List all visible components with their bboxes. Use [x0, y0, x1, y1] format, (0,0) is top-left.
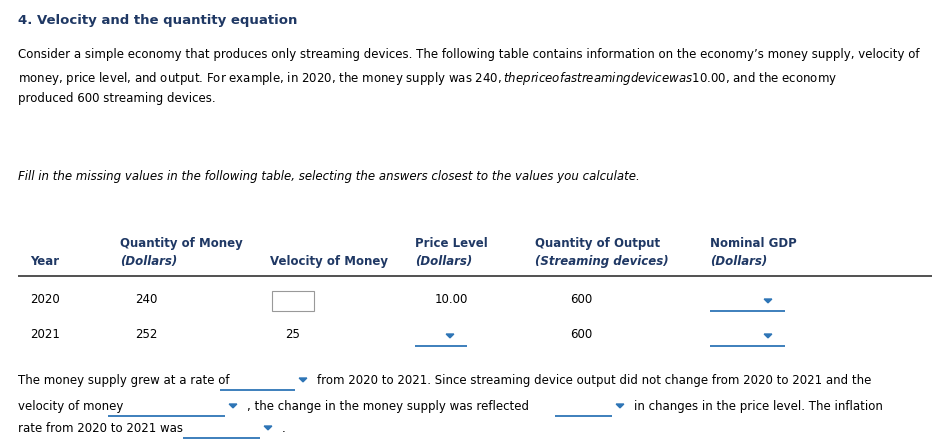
Text: 600: 600 [570, 293, 592, 306]
Text: velocity of money: velocity of money [18, 400, 124, 413]
Bar [272, 291, 314, 311]
Text: The money supply grew at a rate of: The money supply grew at a rate of [18, 374, 230, 387]
Text: 600: 600 [570, 328, 592, 341]
Polygon shape [264, 426, 272, 430]
Text: produced 600 streaming devices.: produced 600 streaming devices. [18, 92, 216, 105]
Text: 252: 252 [135, 328, 158, 341]
Text: Nominal GDP: Nominal GDP [710, 237, 797, 250]
Text: .: . [282, 422, 286, 435]
Text: Quantity of Money: Quantity of Money [120, 237, 243, 250]
Text: Fill in the missing values in the following table, selecting the answers closest: Fill in the missing values in the follow… [18, 170, 639, 183]
Text: Consider a simple economy that produces only streaming devices. The following ta: Consider a simple economy that produces … [18, 48, 920, 61]
Text: (Dollars): (Dollars) [415, 255, 472, 268]
Polygon shape [229, 404, 237, 408]
Text: Velocity of Money: Velocity of Money [270, 255, 388, 268]
Text: money, price level, and output. For example, in 2020, the money supply was $240,: money, price level, and output. For exam… [18, 70, 837, 87]
Text: Quantity of Output: Quantity of Output [535, 237, 660, 250]
Text: (Dollars): (Dollars) [120, 255, 178, 268]
Polygon shape [617, 404, 624, 408]
Text: 4. Velocity and the quantity equation: 4. Velocity and the quantity equation [18, 14, 297, 27]
Text: 2021: 2021 [30, 328, 60, 341]
Text: , the change in the money supply was reflected: , the change in the money supply was ref… [247, 400, 529, 413]
Text: rate from 2020 to 2021 was: rate from 2020 to 2021 was [18, 422, 183, 435]
Text: 240: 240 [135, 293, 158, 306]
Text: (Dollars): (Dollars) [710, 255, 768, 268]
Polygon shape [764, 334, 771, 338]
Text: 2020: 2020 [30, 293, 60, 306]
Polygon shape [764, 299, 771, 303]
Text: Price Level: Price Level [415, 237, 487, 250]
Polygon shape [299, 378, 307, 382]
Text: (Streaming devices): (Streaming devices) [535, 255, 669, 268]
Text: in changes in the price level. The inflation: in changes in the price level. The infla… [634, 400, 883, 413]
Text: 25: 25 [285, 328, 300, 341]
Text: 10.00: 10.00 [435, 293, 468, 306]
Polygon shape [446, 334, 454, 338]
Text: Year: Year [30, 255, 59, 268]
Text: from 2020 to 2021. Since streaming device output did not change from 2020 to 202: from 2020 to 2021. Since streaming devic… [317, 374, 871, 387]
